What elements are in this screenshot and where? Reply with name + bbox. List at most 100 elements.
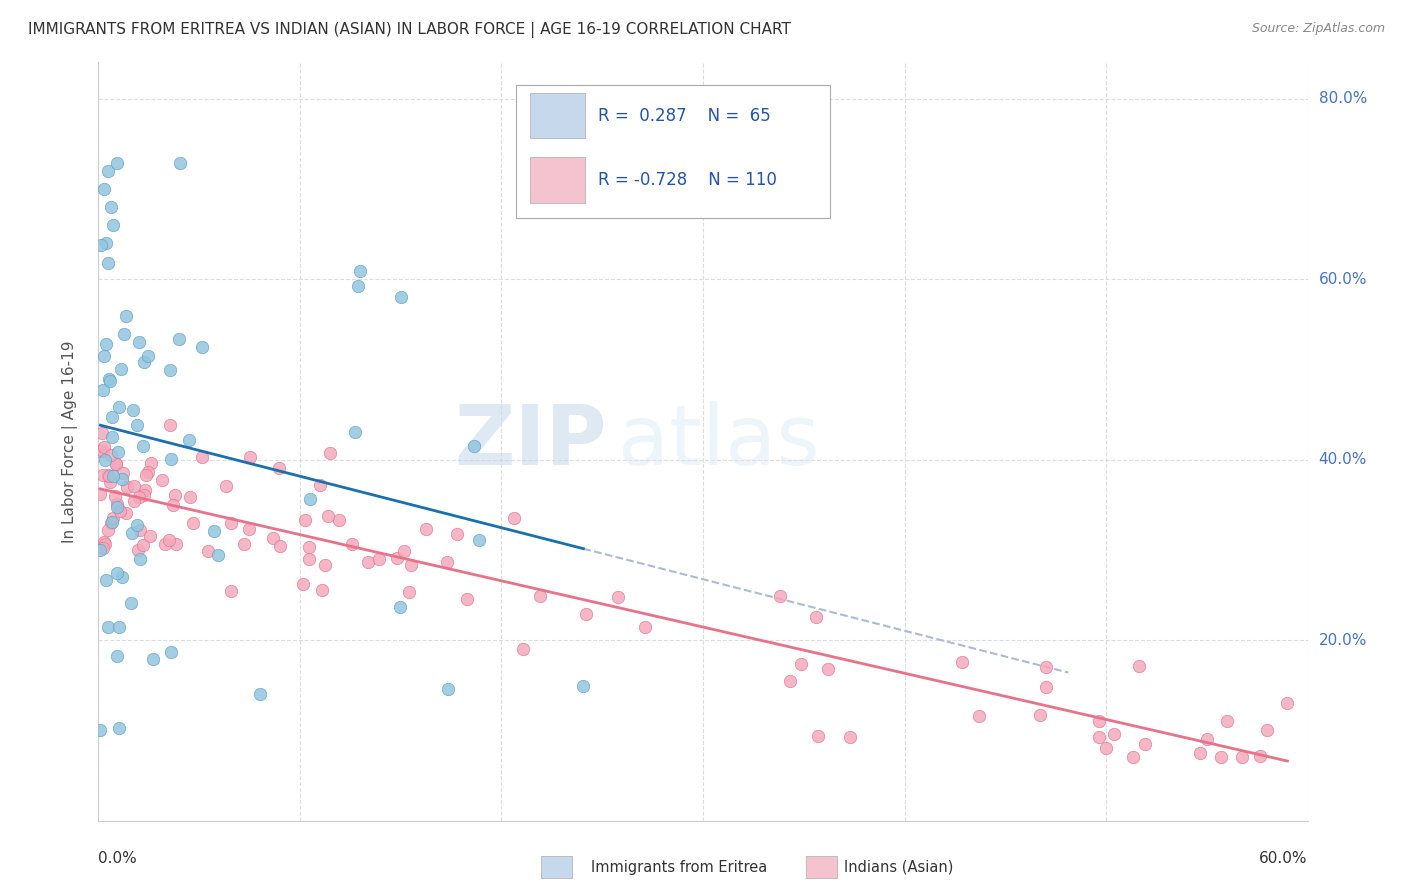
Point	[343, 425, 366, 439]
Point	[190, 341, 212, 355]
Point	[121, 525, 143, 540]
Point	[89, 543, 111, 558]
Point	[389, 599, 412, 614]
Text: Source: ZipAtlas.com: Source: ZipAtlas.com	[1251, 22, 1385, 36]
Point	[298, 540, 321, 554]
Point	[197, 544, 219, 558]
Point	[122, 494, 145, 508]
Point	[1035, 680, 1057, 694]
Point	[131, 439, 153, 453]
Point	[294, 512, 316, 526]
Point	[1256, 723, 1278, 738]
Point	[96, 337, 118, 351]
Point	[132, 538, 155, 552]
Point	[97, 163, 120, 178]
Point	[769, 589, 792, 603]
Point	[399, 558, 422, 572]
Point	[91, 383, 114, 397]
Point	[104, 457, 127, 471]
Point	[311, 582, 333, 597]
Point	[298, 492, 321, 507]
FancyBboxPatch shape	[530, 93, 585, 138]
Point	[1095, 741, 1118, 756]
Point	[806, 610, 828, 624]
Point	[101, 218, 124, 232]
Point	[207, 548, 229, 562]
Point	[1188, 746, 1211, 760]
Text: IMMIGRANTS FROM ERITREA VS INDIAN (ASIAN) IN LABOR FORCE | AGE 16-19 CORRELATION: IMMIGRANTS FROM ERITREA VS INDIAN (ASIAN…	[28, 22, 792, 38]
Point	[93, 535, 115, 549]
Point	[314, 558, 336, 572]
Point	[177, 433, 200, 447]
Point	[128, 334, 150, 349]
Text: 80.0%: 80.0%	[1319, 91, 1367, 106]
Point	[502, 510, 524, 524]
Point	[97, 524, 120, 538]
Point	[318, 509, 340, 524]
Point	[1209, 750, 1232, 764]
Point	[269, 539, 291, 553]
Point	[115, 480, 138, 494]
Point	[262, 531, 284, 545]
Point	[128, 490, 150, 504]
Point	[125, 518, 148, 533]
Point	[100, 200, 122, 214]
Point	[607, 591, 630, 605]
Point	[97, 256, 120, 270]
Point	[385, 550, 408, 565]
Point	[529, 589, 551, 603]
Point	[634, 620, 657, 634]
Point	[298, 552, 321, 566]
Point	[292, 577, 315, 591]
Point	[367, 551, 389, 566]
Point	[136, 466, 159, 480]
Point	[779, 673, 801, 688]
Point	[1035, 660, 1057, 674]
Point	[91, 425, 114, 440]
Point	[111, 472, 134, 486]
Point	[346, 278, 368, 293]
Point	[349, 264, 371, 278]
Point	[98, 475, 121, 489]
Point	[202, 524, 225, 538]
Point	[100, 409, 122, 424]
Point	[512, 642, 534, 657]
Point	[111, 467, 134, 481]
Point	[108, 401, 131, 415]
Point	[342, 536, 364, 550]
Point	[1088, 714, 1111, 729]
Text: Immigrants from Eritrea: Immigrants from Eritrea	[591, 860, 766, 874]
Point	[97, 469, 120, 483]
Point	[107, 566, 129, 581]
Point	[105, 156, 128, 170]
Text: 20.0%: 20.0%	[1319, 632, 1367, 648]
Point	[101, 469, 124, 483]
Point	[135, 468, 157, 483]
Point	[215, 479, 238, 493]
Point	[1102, 727, 1125, 741]
Text: 60.0%: 60.0%	[1319, 271, 1367, 286]
Point	[456, 592, 478, 607]
Point	[93, 182, 115, 196]
Point	[160, 645, 183, 659]
Point	[101, 430, 124, 444]
Point	[122, 479, 145, 493]
Point	[91, 541, 114, 555]
Point	[1133, 737, 1156, 751]
Point	[807, 729, 830, 743]
Point	[100, 516, 122, 531]
Point	[129, 552, 152, 566]
Point	[159, 363, 181, 377]
Point	[101, 511, 124, 525]
Point	[105, 457, 128, 471]
Point	[1122, 750, 1144, 764]
Point	[110, 503, 132, 517]
Point	[89, 723, 111, 738]
Point	[94, 453, 117, 467]
Point	[166, 537, 188, 551]
Point	[121, 403, 143, 417]
Point	[115, 309, 138, 323]
Point	[150, 473, 173, 487]
Point	[169, 156, 191, 170]
Text: Indians (Asian): Indians (Asian)	[844, 860, 953, 874]
